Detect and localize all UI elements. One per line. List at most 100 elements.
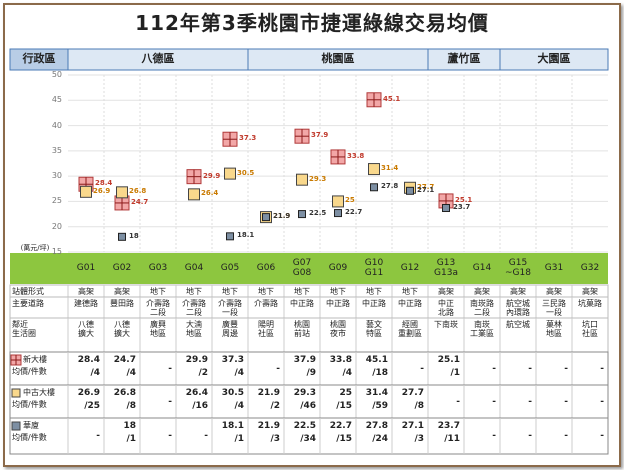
row-label: 鄰近 生活圈 <box>12 320 36 339</box>
price-value: 21.9 <box>257 388 280 398</box>
station-code: G15 ~G18 <box>505 258 531 279</box>
data-label: 45.1 <box>383 94 401 103</box>
table-cell: 下南崁 <box>434 320 458 329</box>
price-value: 29.3 <box>293 388 316 398</box>
table-cell: 大湳 地區 <box>186 320 202 339</box>
district-label: 大園區 <box>537 52 571 65</box>
table-cell: 航空城 <box>506 320 530 329</box>
marker-mansion <box>298 210 306 219</box>
missing-cell: - <box>456 396 460 407</box>
y-tick-label: 50 <box>51 70 62 79</box>
data-label: 30.5 <box>237 168 255 177</box>
marker-mansion <box>442 204 450 213</box>
price-value: 26.8 <box>113 388 136 398</box>
data-label: 28.4 <box>95 179 113 188</box>
price-count: /59 <box>372 401 388 411</box>
marker-new <box>114 195 130 211</box>
table-cell: 地下 <box>366 287 382 296</box>
table-cell: 地下 <box>222 287 238 296</box>
price-value: 21.9 <box>257 421 280 431</box>
station-code: G09 <box>328 263 348 273</box>
data-label: 25 <box>345 196 355 205</box>
table-cell: 介壽路 二段 <box>182 299 206 318</box>
table-cell: 地下 <box>294 287 310 296</box>
marker-old <box>80 185 92 198</box>
marker-old <box>296 173 308 186</box>
missing-cell: - <box>564 396 568 407</box>
price-count: /11 <box>444 434 460 444</box>
price-count: /34 <box>300 434 316 444</box>
table-cell: 三民路 一段 <box>542 299 566 318</box>
y-tick-label: 35 <box>51 145 62 155</box>
price-value: 26.4 <box>185 388 208 398</box>
price-count: /8 <box>126 401 136 411</box>
missing-cell: - <box>168 396 172 407</box>
table-cell: 中正路 <box>290 299 314 308</box>
price-value: 27.1 <box>401 421 424 431</box>
price-count: /46 <box>300 401 316 411</box>
price-value: 25 <box>339 388 352 398</box>
price-count: /16 <box>192 401 208 411</box>
missing-cell: - <box>528 396 532 407</box>
station-code: G10 G11 <box>364 258 384 279</box>
marker-old <box>332 195 344 208</box>
data-label: 29.9 <box>203 171 221 180</box>
marker-old <box>224 167 236 180</box>
legend-name: 華廈 <box>23 421 39 430</box>
y-axis-label: (萬元/坪) <box>20 244 50 252</box>
row-label: 主要道路 <box>12 299 44 308</box>
y-tick-label: 30 <box>51 171 62 181</box>
missing-cell: - <box>168 363 172 374</box>
table-cell: 陽明 社區 <box>258 320 274 339</box>
marker-new <box>222 131 238 147</box>
table-cell: 坑口 社區 <box>582 320 598 339</box>
y-tick-label: 25 <box>51 196 62 206</box>
data-label: 29.3 <box>309 174 327 183</box>
missing-cell: - <box>96 431 100 441</box>
data-label: 31.4 <box>381 164 399 173</box>
missing-cell: - <box>564 363 568 374</box>
marker-old <box>188 188 200 201</box>
table-cell: 菓林 地區 <box>546 320 562 339</box>
table-cell: 航空城 內環路 <box>506 299 530 318</box>
station-code: G04 <box>184 263 204 273</box>
price-count: /2 <box>270 401 280 411</box>
price-row <box>9 384 609 419</box>
marker-mansion <box>406 186 414 195</box>
table-cell: 介壽路 二段 <box>146 299 170 318</box>
legend-marker <box>11 388 21 398</box>
data-label: 18 <box>129 231 139 240</box>
header-label-bg <box>9 48 69 71</box>
station-code: G06 <box>256 263 276 273</box>
missing-cell: - <box>492 431 496 441</box>
data-label: 27.1 <box>417 185 435 194</box>
missing-cell: - <box>600 431 604 441</box>
table-cell: 豐田路 <box>110 299 134 308</box>
price-value: 23.7 <box>437 421 460 431</box>
data-label: 26.4 <box>201 189 219 198</box>
price-value: 25.1 <box>437 355 460 365</box>
price-count: /15 <box>336 401 352 411</box>
data-label: 22.7 <box>345 208 363 217</box>
table-cell: 高架 <box>510 287 526 296</box>
table-cell: 桃園 前站 <box>294 320 310 339</box>
price-value: 37.9 <box>293 355 316 365</box>
table-cell: 地下 <box>258 287 274 296</box>
station-code: G05 <box>220 263 240 273</box>
price-value: 26.9 <box>77 388 100 398</box>
table-cell: 高架 <box>114 287 130 296</box>
district-label: 八德區 <box>141 52 175 65</box>
data-label: 23.7 <box>453 203 471 211</box>
missing-cell: - <box>276 363 280 374</box>
data-label: 21.9 <box>273 212 291 221</box>
table-row <box>9 317 609 353</box>
missing-cell: - <box>492 363 496 374</box>
station-code: G31 <box>544 263 564 273</box>
price-count: /1 <box>126 434 136 444</box>
price-count: /1 <box>234 434 244 444</box>
marker-new <box>366 92 382 108</box>
missing-cell: - <box>528 363 532 374</box>
station-band <box>10 253 608 284</box>
legend-sub: 均價/件數 <box>12 367 47 376</box>
price-count: /8 <box>414 401 424 411</box>
